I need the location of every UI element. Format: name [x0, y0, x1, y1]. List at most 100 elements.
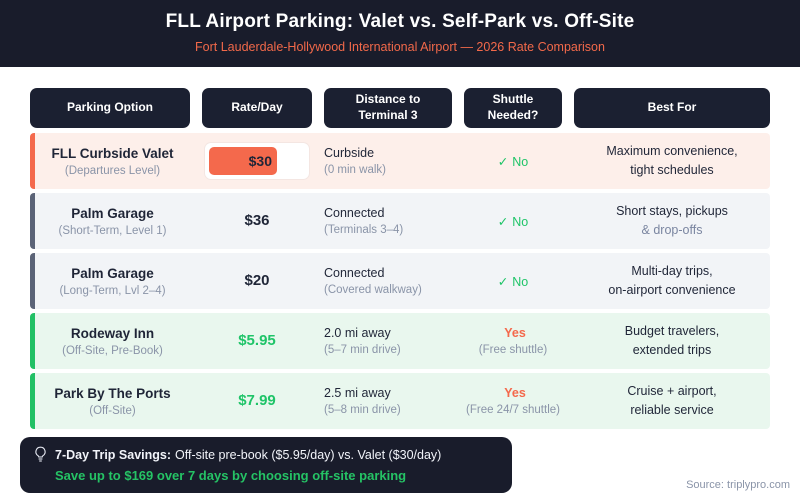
rate-bar: $30: [209, 147, 277, 175]
best-for-cell: Budget travelers, extended trips: [574, 322, 770, 360]
table-body: FLL Curbside Valet (Departures Level) $3…: [30, 133, 770, 429]
column-header-rate-day: Rate/Day: [202, 88, 312, 128]
page-title: FLL Airport Parking: Valet vs. Self-Park…: [165, 11, 635, 32]
parking-name: Palm Garage: [71, 205, 154, 221]
best-for-line2: reliable service: [630, 403, 714, 417]
column-header-parking-option: Parking Option: [30, 88, 190, 128]
best-for-line1: Maximum convenience,: [606, 144, 738, 159]
parking-option-cell: Palm Garage (Long-Term, Lvl 2–4): [35, 266, 190, 297]
shuttle-status: Yes: [464, 386, 562, 400]
best-for-line2: on-airport convenience: [608, 283, 736, 297]
shuttle-label: Yes: [504, 326, 526, 340]
distance-value: Curbside: [324, 146, 375, 160]
shuttle-status: ✓ No: [464, 154, 562, 169]
distance-cell: Curbside (0 min walk): [324, 146, 452, 176]
table-row-park-by-the-ports: Park By The Ports (Off-Site) $7.99 2.5 m…: [30, 373, 770, 429]
best-for-line1: Multi-day trips,: [631, 264, 713, 279]
check-icon: ✓: [497, 274, 509, 289]
shuttle-cell: ✓ No: [464, 274, 562, 289]
rate-value: $7.99: [238, 392, 276, 409]
rate-value: $20: [244, 272, 270, 289]
shuttle-note: (Free shuttle): [478, 344, 548, 356]
rate-cell: $30: [202, 143, 312, 179]
savings-label: 7-Day Trip Savings:: [55, 447, 172, 462]
shuttle-label: No: [512, 214, 529, 229]
distance-note: (Terminals 3–4): [324, 224, 404, 236]
parking-name: FLL Curbside Valet: [51, 145, 174, 161]
parking-name: Palm Garage: [71, 265, 154, 281]
parking-sublabel: (Short-Term, Level 1): [58, 224, 167, 237]
rate-value: $5.95: [238, 332, 276, 349]
distance-value: 2.0 mi away: [324, 326, 391, 340]
parking-option-cell: Park By The Ports (Off-Site): [35, 386, 190, 417]
distance-value: Connected: [324, 266, 385, 280]
shuttle-note: (Free 24/7 shuttle): [466, 404, 560, 416]
column-header-best-for: Best For: [574, 88, 770, 128]
best-for-line2: extended trips: [632, 343, 712, 357]
best-for-line1: Cruise + airport,: [627, 384, 717, 399]
distance-note: (0 min walk): [324, 164, 386, 176]
rate-cell: $7.99: [202, 392, 312, 410]
distance-note: (Covered walkway): [324, 284, 422, 296]
parking-name: Rodeway Inn: [70, 325, 155, 341]
column-header-shuttle: Shuttle Needed?: [464, 88, 562, 128]
distance-value: Connected: [324, 206, 385, 220]
distance-cell: 2.5 mi away (5–8 min drive): [324, 386, 452, 416]
shuttle-label: No: [512, 274, 529, 289]
best-for-cell: Maximum convenience, tight schedules: [574, 142, 770, 180]
best-for-cell: Multi-day trips, on-airport convenience: [574, 262, 770, 300]
savings-highlight: Save up to $169 over 7 days by choosing …: [55, 468, 407, 483]
distance-cell: 2.0 mi away (5–7 min drive): [324, 326, 452, 356]
best-for-line1: Short stays, pickups: [616, 204, 728, 219]
distance-note: (5–7 min drive): [324, 344, 401, 356]
shuttle-label: Yes: [504, 386, 526, 400]
distance-value: 2.5 mi away: [324, 386, 391, 400]
table-header-row: Parking Option Rate/Day Distance to Term…: [30, 88, 770, 128]
shuttle-cell: Yes (Free shuttle): [464, 326, 562, 356]
rate-cell: $5.95: [202, 332, 312, 350]
parking-option-cell: Palm Garage (Short-Term, Level 1): [35, 206, 190, 237]
lightbulb-icon: [34, 446, 47, 463]
parking-sublabel: (Off-Site, Pre-Book): [62, 344, 163, 357]
shuttle-status: ✓ No: [464, 214, 562, 229]
shuttle-cell: ✓ No: [464, 214, 562, 229]
savings-callout: 7-Day Trip Savings: Off-site pre-book ($5…: [20, 437, 512, 493]
parking-option-cell: FLL Curbside Valet (Departures Level): [35, 146, 190, 177]
rate-highlight-box: $30: [205, 143, 309, 179]
comparison-table: Parking Option Rate/Day Distance to Term…: [30, 88, 770, 429]
distance-cell: Connected (Terminals 3–4): [324, 206, 452, 236]
rate-value: $30: [248, 153, 272, 169]
savings-text: Off-site pre-book ($5.95/day) vs. Valet …: [175, 447, 442, 462]
rate-cell: $36: [202, 212, 312, 230]
shuttle-label: No: [512, 154, 529, 169]
parking-sublabel: (Off-Site): [89, 404, 136, 417]
distance-cell: Connected (Covered walkway): [324, 266, 452, 296]
best-for-line2: tight schedules: [630, 163, 714, 177]
rate-value: $36: [244, 212, 270, 229]
source-attribution: Source: triplypro.com: [686, 479, 790, 491]
check-icon: ✓: [497, 154, 509, 169]
shuttle-cell: ✓ No: [464, 154, 562, 169]
parking-sublabel: (Long-Term, Lvl 2–4): [59, 284, 166, 297]
table-row-short-term-garage: Palm Garage (Short-Term, Level 1) $36 Co…: [30, 193, 770, 249]
best-for-cell: Cruise + airport, reliable service: [574, 382, 770, 420]
table-row-rodeway-inn: Rodeway Inn (Off-Site, Pre-Book) $5.95 2…: [30, 313, 770, 369]
parking-option-cell: Rodeway Inn (Off-Site, Pre-Book): [35, 326, 190, 357]
check-icon: ✓: [497, 214, 509, 229]
shuttle-status: ✓ No: [464, 274, 562, 289]
header-band: FLL Airport Parking: Valet vs. Self-Park…: [0, 0, 800, 67]
parking-sublabel: (Departures Level): [64, 164, 161, 177]
table-row-long-term-garage: Palm Garage (Long-Term, Lvl 2–4) $20 Con…: [30, 253, 770, 309]
best-for-cell: Short stays, pickups & drop-offs: [574, 202, 770, 240]
best-for-line2: & drop-offs: [641, 223, 703, 237]
savings-summary: 7-Day Trip Savings: Off-site pre-book ($5…: [34, 446, 498, 463]
page-subtitle: Fort Lauderdale-Hollywood International …: [195, 40, 605, 54]
rate-cell: $20: [202, 272, 312, 290]
parking-name: Park By The Ports: [54, 385, 171, 401]
distance-note: (5–8 min drive): [324, 404, 401, 416]
shuttle-status: Yes: [464, 326, 562, 340]
table-row-valet: FLL Curbside Valet (Departures Level) $3…: [30, 133, 770, 189]
column-header-distance: Distance to Terminal 3: [324, 88, 452, 128]
best-for-line1: Budget travelers,: [624, 324, 720, 339]
shuttle-cell: Yes (Free 24/7 shuttle): [464, 386, 562, 416]
